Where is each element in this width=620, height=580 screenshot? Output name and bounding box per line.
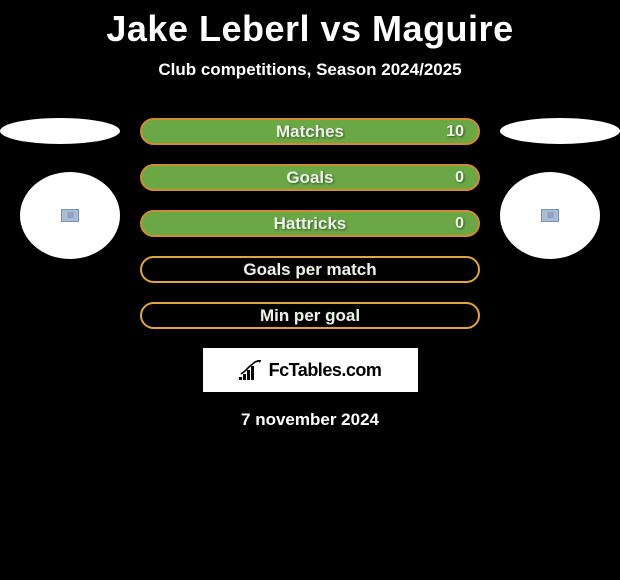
comparison-content: ▧ ▧ Matches 10 Goals 0 Hattricks 0 Goals… (0, 118, 620, 430)
stat-row-goals: Goals 0 (140, 164, 480, 191)
placeholder-icon: ▧ (61, 209, 79, 222)
player-right-ellipse (500, 118, 620, 144)
stat-label: Hattricks (274, 214, 347, 234)
stat-value-right: 10 (446, 123, 464, 141)
fctables-logo-icon (239, 360, 263, 380)
stat-row-hattricks: Hattricks 0 (140, 210, 480, 237)
stat-row-min-per-goal: Min per goal (140, 302, 480, 329)
stat-row-goals-per-match: Goals per match (140, 256, 480, 283)
stat-label: Goals (286, 168, 333, 188)
subtitle: Club competitions, Season 2024/2025 (0, 60, 620, 80)
date-text: 7 november 2024 (0, 410, 620, 430)
placeholder-icon: ▧ (541, 209, 559, 222)
stat-label: Goals per match (243, 260, 376, 280)
stat-label: Min per goal (260, 306, 360, 326)
stat-value-right: 0 (455, 169, 464, 187)
stat-value-right: 0 (455, 215, 464, 233)
brand-box: FcTables.com (203, 348, 418, 392)
brand-text: FcTables.com (269, 360, 382, 381)
stat-row-matches: Matches 10 (140, 118, 480, 145)
player-right-avatar: ▧ (500, 172, 600, 259)
stats-bars: Matches 10 Goals 0 Hattricks 0 Goals per… (140, 118, 480, 329)
player-left-ellipse (0, 118, 120, 144)
stat-label: Matches (276, 122, 344, 142)
page-title: Jake Leberl vs Maguire (0, 0, 620, 50)
player-left-avatar: ▧ (20, 172, 120, 259)
